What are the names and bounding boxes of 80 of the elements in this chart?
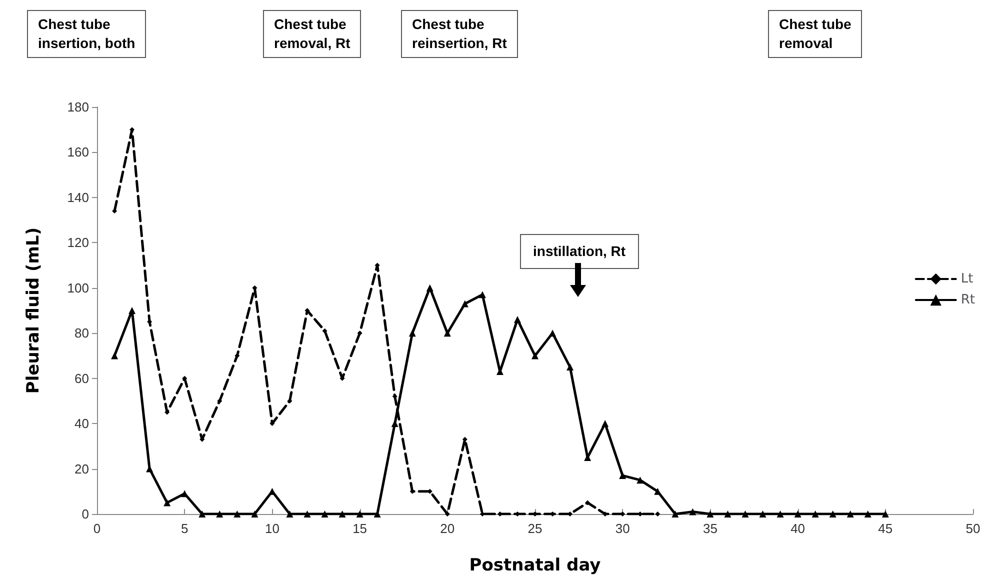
point: [654, 488, 662, 495]
text: Chest tube insertion, both: [27, 10, 146, 58]
point: [759, 510, 766, 518]
point: [321, 510, 328, 518]
point: [742, 510, 749, 518]
x-tick-label: 5: [180, 521, 188, 536]
y-tick-label: 100: [67, 280, 89, 296]
annotation: instillation, Rt: [520, 234, 639, 269]
point: [461, 300, 468, 308]
point: [252, 285, 258, 290]
point: [444, 512, 450, 516]
x-tick-label: 15: [352, 521, 368, 536]
text: Chest tube removal: [768, 10, 862, 58]
point: [478, 291, 486, 298]
y-tick-label: 0: [82, 506, 89, 522]
y-tick-label: 120: [67, 235, 89, 250]
y-axis-title: Pleural fluid (mL): [24, 227, 44, 394]
y-tick-label: 40: [74, 416, 89, 432]
point: [619, 472, 626, 480]
x-tick-label: 25: [528, 521, 542, 536]
point: [655, 512, 660, 516]
point: [112, 208, 118, 214]
point: [357, 330, 362, 336]
point: [268, 488, 276, 495]
point: [706, 510, 714, 518]
point: [812, 510, 819, 518]
point: [585, 500, 590, 506]
point: [251, 510, 258, 518]
y-tick-label: 20: [74, 461, 89, 476]
point: [864, 510, 872, 518]
x-tick-label: 10: [264, 521, 280, 536]
point: [549, 330, 556, 337]
x-tick-label: 50: [966, 521, 980, 536]
point: [408, 330, 416, 337]
legend-label: Rt: [960, 292, 976, 308]
x-tick-label: 35: [702, 521, 718, 536]
point: [234, 510, 241, 518]
x-tick-label: 30: [615, 521, 630, 536]
point: [602, 420, 609, 428]
point: [846, 510, 854, 518]
point: [882, 510, 889, 518]
point: [356, 510, 364, 518]
point: [776, 510, 784, 518]
point: [724, 510, 732, 518]
point: [566, 364, 574, 371]
x-tick-label: 0: [93, 521, 101, 536]
y-tick-label: 60: [74, 370, 89, 386]
point: [672, 510, 679, 518]
point: [829, 510, 836, 518]
text: Chest tube removal, Rt: [263, 10, 362, 58]
point: [216, 510, 224, 518]
x-tick-label: 40: [790, 521, 806, 536]
point: [689, 508, 696, 516]
point: [444, 330, 451, 337]
point: [462, 436, 468, 442]
point: [514, 316, 521, 324]
point: [794, 510, 802, 518]
point: [164, 499, 171, 506]
point: [391, 420, 398, 428]
text: Chest tube reinsertion, Rt: [401, 10, 518, 58]
point: [426, 284, 434, 292]
point: [111, 352, 118, 360]
legend-label: Lt: [960, 272, 974, 286]
x-tick-label: 45: [878, 521, 893, 536]
point: [636, 476, 644, 484]
y-tick-label: 160: [67, 144, 89, 160]
point: [304, 510, 311, 518]
point: [128, 307, 136, 314]
y-tick-label: 180: [67, 100, 89, 114]
y-tick-label: 140: [67, 190, 89, 205]
point: [198, 510, 206, 518]
point: [217, 398, 222, 404]
point: [338, 510, 346, 518]
point: [322, 328, 328, 334]
x-axis-title: Postnatal day: [469, 556, 601, 576]
point: [374, 510, 381, 518]
y-tick-label: 80: [74, 326, 89, 341]
x-tick-label: 20: [440, 521, 455, 536]
point: [286, 510, 294, 518]
point: [532, 352, 538, 360]
